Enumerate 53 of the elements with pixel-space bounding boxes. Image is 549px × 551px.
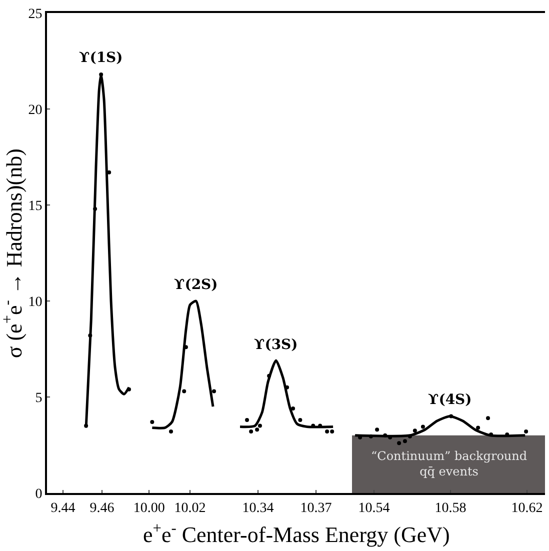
annotation: ϒ(3S): [254, 337, 298, 353]
annotation: ϒ(2S): [174, 277, 218, 293]
x-tick-label: 10.54: [358, 500, 390, 516]
point: [412, 428, 417, 433]
point: [88, 334, 92, 338]
x-axis-title: e$^{+}$e$^{-}$ Center-of-Mass Energy (GeV): [143, 520, 450, 548]
point: [330, 430, 334, 434]
x-tick-label: 9.44: [50, 500, 76, 516]
point: [127, 387, 131, 392]
point: [408, 434, 412, 438]
point: [325, 430, 330, 434]
point: [267, 374, 272, 378]
y-tick-label: 0: [35, 486, 42, 502]
y-tick-label: 5: [35, 390, 42, 406]
point: [169, 430, 173, 434]
annotation: ϒ(1S): [79, 50, 123, 66]
x-tick-label: 10.37: [300, 500, 332, 516]
point: [182, 389, 186, 394]
x-tick-label: 10.00: [133, 500, 165, 516]
point: [150, 420, 154, 424]
y-tick-label: 10: [28, 294, 42, 310]
point: [476, 426, 480, 430]
x-tick-label: 10.02: [174, 500, 206, 516]
point: [486, 416, 490, 420]
point: [397, 441, 402, 446]
point: [368, 434, 373, 438]
point: [255, 428, 260, 432]
point: [383, 433, 388, 438]
point: [107, 170, 112, 174]
point: [99, 72, 104, 76]
point: [524, 430, 528, 434]
point: [249, 430, 254, 434]
y-tick-label: 20: [28, 102, 42, 118]
point: [375, 428, 380, 432]
point: [212, 389, 216, 394]
x-tick-label: 10.34: [242, 500, 274, 516]
point: [93, 206, 98, 211]
annotation: ϒ(4S): [428, 392, 472, 408]
y-tick-label: 15: [28, 198, 42, 214]
point: [258, 424, 262, 428]
point: [420, 424, 425, 429]
band-label: “Continuum” background qq̄ events: [371, 449, 528, 479]
y-tick-label: 25: [28, 6, 42, 22]
point: [245, 418, 250, 422]
x-tick-label: 10.58: [434, 500, 466, 516]
x-tick-label: 10.62: [511, 500, 543, 516]
point: [402, 439, 407, 444]
point: [291, 406, 296, 411]
point: [298, 418, 302, 422]
point: [84, 424, 88, 428]
line-series: [84, 73, 130, 429]
point: [449, 414, 454, 418]
x-tick-label: 9.46: [90, 500, 114, 516]
